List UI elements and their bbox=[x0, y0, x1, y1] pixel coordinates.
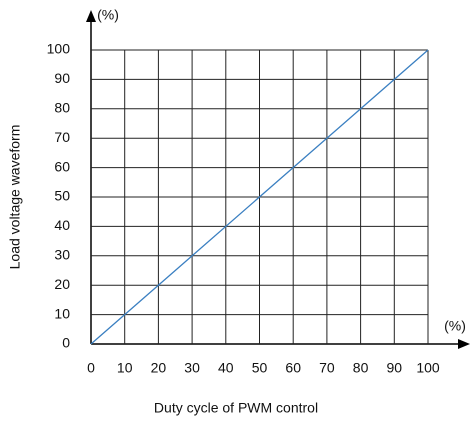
y-tick-label: 50 bbox=[54, 188, 70, 204]
x-tick-label: 100 bbox=[416, 360, 440, 376]
y-tick-label: 80 bbox=[54, 100, 70, 116]
y-axis-label: Load voltage waveform bbox=[7, 125, 23, 270]
x-tick-label: 10 bbox=[117, 360, 133, 376]
x-tick-label: 60 bbox=[285, 360, 301, 376]
y-tick-label: 90 bbox=[54, 70, 70, 86]
x-axis-label: Duty cycle of PWM control bbox=[154, 400, 318, 416]
x-tick-label: 50 bbox=[252, 360, 268, 376]
x-unit: (%) bbox=[444, 318, 466, 334]
x-tick-label: 40 bbox=[218, 360, 234, 376]
x-tick-label: 70 bbox=[319, 360, 335, 376]
x-arrow bbox=[458, 339, 470, 349]
y-tick-label: 40 bbox=[54, 217, 70, 233]
y-tick-label: 100 bbox=[47, 41, 71, 57]
y-tick-label: 0 bbox=[62, 335, 70, 351]
y-tick-label: 70 bbox=[54, 129, 70, 145]
data-line bbox=[90, 49, 429, 345]
x-tick-label: 0 bbox=[87, 360, 95, 376]
y-tick-label: 30 bbox=[54, 247, 70, 263]
x-tick-label: 90 bbox=[387, 360, 403, 376]
x-tick-label: 20 bbox=[151, 360, 167, 376]
x-tick-label: 30 bbox=[184, 360, 200, 376]
y-tick-label: 20 bbox=[54, 276, 70, 292]
y-tick-label: 10 bbox=[54, 305, 70, 321]
y-arrow bbox=[86, 10, 96, 22]
x-tick-label: 80 bbox=[353, 360, 369, 376]
y-tick-label: 60 bbox=[54, 158, 70, 174]
y-unit: (%) bbox=[97, 7, 119, 23]
